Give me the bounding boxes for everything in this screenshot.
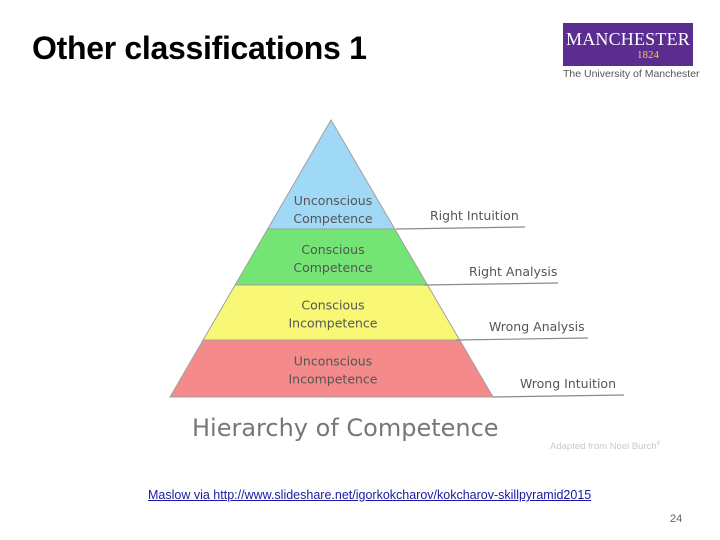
pyramid-layer-2 [234,228,429,286]
pyramid-layer-3 [202,284,461,341]
page-number: 24 [670,513,683,525]
outcome-leader-line [492,394,625,398]
outcome-leader-line [395,226,526,230]
outcome-leader-line [423,282,559,286]
university-logo: MANCHESTER 1824 [563,23,693,66]
source-link[interactable]: Maslow via http://www.slideshare.net/igo… [148,488,592,502]
layer-label-line1: Unconscious [294,354,372,369]
logo-wordmark: MANCHESTER [565,29,690,49]
layer-label-line1: Conscious [301,242,364,257]
layer-label-line2: Competence [293,260,373,275]
layer-label-line1: Unconscious [294,193,372,208]
diagram-caption: Hierarchy of Competence [192,414,499,442]
outcome-label: Right Intuition [430,208,519,223]
outcome-label: Right Analysis [469,264,557,279]
outcome-label: Wrong Analysis [489,319,585,334]
outcome-leader-line [455,337,589,341]
layer-label-line2: Incompetence [288,372,377,387]
logo-caption: The University of Manchester [563,68,700,80]
layer-label-line2: Competence [293,211,373,226]
pyramid-layer-4 [169,339,494,398]
logo-year: 1824 [637,49,659,61]
outcome-label: Wrong Intuition [520,376,616,391]
layer-label-line1: Conscious [301,298,364,313]
slide-title: Other classifications 1 [32,30,367,66]
layer-label-line2: Incompetence [288,316,377,331]
diagram-credit: Adapted from Noel Burch4 [550,441,661,453]
